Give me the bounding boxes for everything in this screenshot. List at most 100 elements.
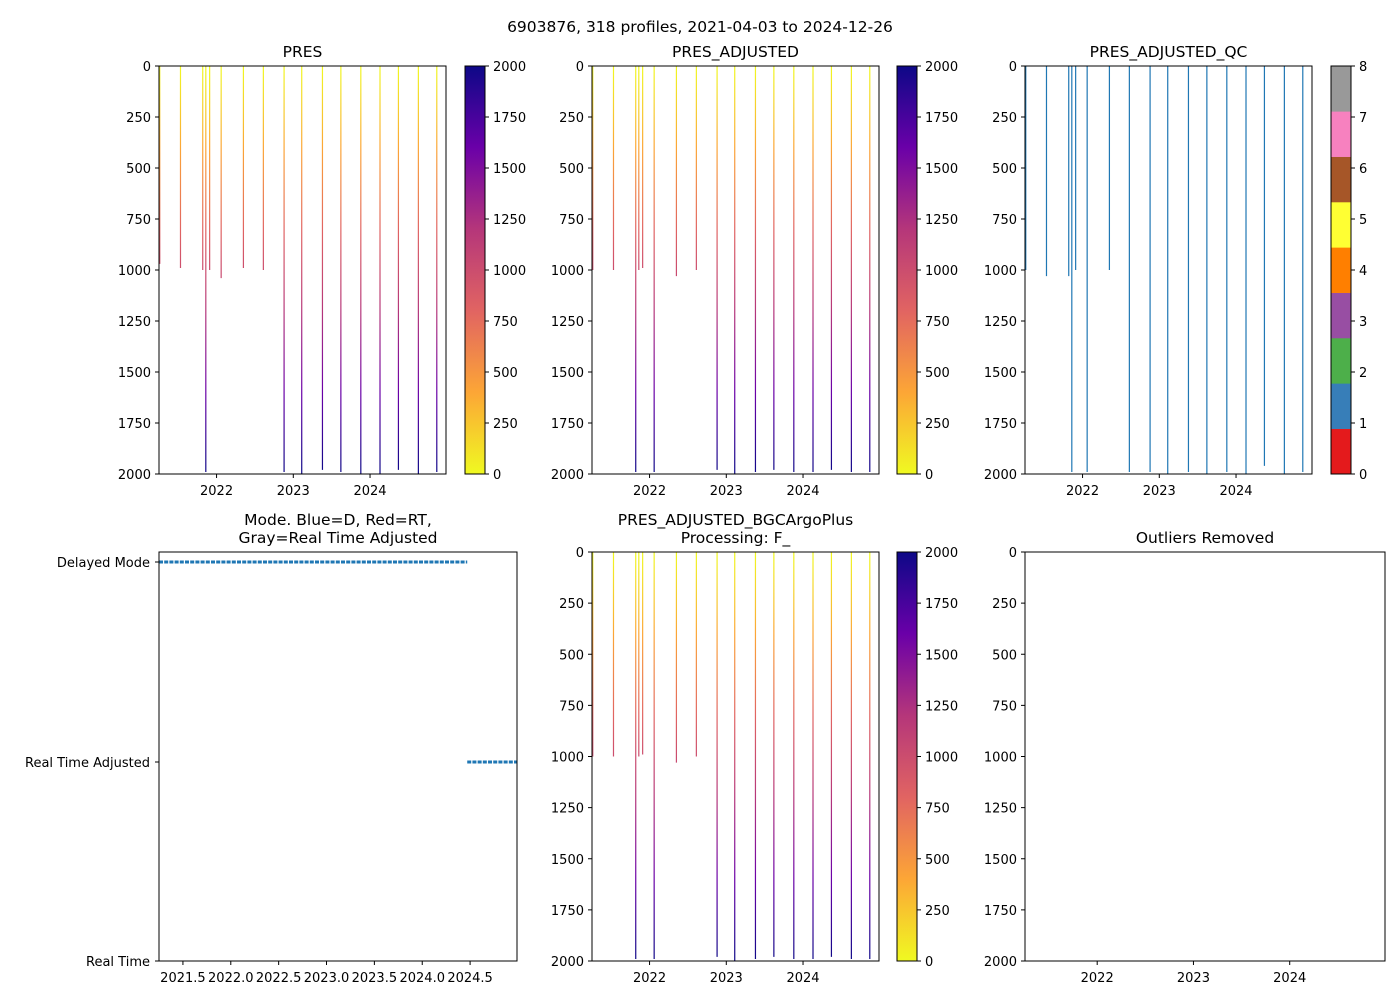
colorbar-tick-label: 2 (1359, 366, 1367, 381)
y-tick-label: 750 (992, 699, 1017, 714)
colorbar: 0 1 2 3 4 5 6 7 8 (1330, 60, 1367, 483)
y-tick-label: 1750 (984, 904, 1017, 919)
colorbar-segment (1331, 247, 1351, 293)
y-tick-label: 0 (576, 60, 584, 75)
y-category-label: Delayed Mode (57, 556, 150, 571)
y-tick-label: 1000 (551, 751, 584, 766)
y-tick-label: 500 (992, 648, 1017, 663)
colorbar-segment (1331, 111, 1351, 157)
colorbar-tick-label: 3 (1359, 315, 1367, 330)
colorbar-tick-label: 1000 (925, 264, 958, 279)
colorbar-tick-label: 1500 (493, 162, 526, 177)
y-tick-label: 1000 (984, 751, 1017, 766)
y-tick-label: 750 (559, 213, 584, 228)
y-tick-label: 1500 (984, 366, 1017, 381)
x-tick-label: 2024 (1219, 484, 1252, 499)
colorbar: 0 250 500 750 1000 1250 1500 1750 2000 (896, 60, 958, 483)
pres-panel: 0 250 500 750 1000 1250 1500 1750 2000 2022 2023 20… (118, 43, 526, 499)
colorbar-tick-label: 750 (925, 315, 950, 330)
colorbar: 0 250 500 750 1000 1250 1500 1750 2000 (464, 60, 526, 483)
x-tick-label: 2023 (1177, 971, 1210, 986)
y-tick-label: 500 (992, 162, 1017, 177)
colorbar-tick-label: 6 (1359, 162, 1367, 177)
y-tick-label: 500 (126, 162, 151, 177)
colorbar-segment (1331, 156, 1351, 203)
colorbar-tick-label: 500 (925, 853, 950, 868)
x-tick-label: 2021.5 (160, 971, 206, 986)
y-tick-label: 1500 (118, 366, 151, 381)
panel-title-line: Gray=Real Time Adjusted (238, 529, 437, 547)
colorbar-tick-label: 0 (1359, 468, 1367, 483)
colorbar-tick-label: 4 (1359, 264, 1367, 279)
y-tick-label: 250 (559, 597, 584, 612)
colorbar-fill (897, 66, 917, 474)
colorbar-tick-label: 500 (925, 366, 950, 381)
plot-area (159, 552, 517, 961)
y-tick-label: 750 (126, 213, 151, 228)
colorbar-tick-label: 0 (925, 955, 933, 970)
y-tick-label: 1750 (118, 417, 151, 432)
y-tick-label: 250 (559, 111, 584, 126)
y-category-label: Real Time Adjusted (25, 756, 150, 771)
colorbar-tick-label: 1 (1359, 417, 1367, 432)
y-tick-label: 250 (126, 111, 151, 126)
x-tick-label: 2024 (353, 484, 386, 499)
y-tick-label: 1750 (551, 417, 584, 432)
plot-area (1025, 552, 1385, 961)
y-tick-label: 1000 (984, 264, 1017, 279)
x-tick-label: 2022 (200, 484, 233, 499)
panel-title-line: Mode. Blue=D, Red=RT, (244, 511, 432, 529)
colorbar-fill (897, 552, 917, 961)
x-tick-label: 2024 (786, 484, 819, 499)
colorbar-segment (1331, 383, 1351, 429)
y-tick-label: 0 (1009, 60, 1017, 75)
colorbar-tick-label: 1750 (925, 597, 958, 612)
colorbar-tick-label: 0 (493, 468, 501, 483)
panel-title: PRES_ADJUSTED_QC (1090, 43, 1248, 62)
pres_adj-panel: 0 250 500 750 1000 1250 1500 1750 2000 2022 2023 20… (551, 43, 958, 499)
colorbar-tick-label: 750 (925, 802, 950, 817)
y-tick-label: 2000 (984, 955, 1017, 970)
x-tick-label: 2024 (786, 971, 819, 986)
y-tick-label: 1250 (984, 315, 1017, 330)
y-tick-label: 2000 (551, 955, 584, 970)
y-tick-label: 500 (559, 648, 584, 663)
x-tick-label: 2022 (633, 971, 666, 986)
y-tick-label: 1250 (551, 802, 584, 817)
y-tick-label: 0 (1009, 546, 1017, 561)
x-tick-label: 2022 (1081, 971, 1114, 986)
colorbar-tick-label: 500 (493, 366, 518, 381)
plot-area (592, 66, 879, 474)
y-tick-label: 1500 (984, 853, 1017, 868)
x-tick-label: 2023 (710, 971, 743, 986)
pres_bgc-panel: 0 250 500 750 1000 1250 1500 1750 2000 2022 2023 20… (551, 511, 958, 986)
x-tick-label: 2023 (277, 484, 310, 499)
colorbar-tick-label: 1000 (925, 751, 958, 766)
y-tick-label: 1250 (551, 315, 584, 330)
x-tick-label: 2022.5 (256, 971, 302, 986)
colorbar-segment (1331, 338, 1351, 384)
y-tick-label: 2000 (551, 468, 584, 483)
y-tick-label: 1500 (551, 366, 584, 381)
colorbar-tick-label: 2000 (493, 60, 526, 75)
colorbar-fill (465, 66, 485, 474)
x-tick-label: 2024.5 (447, 971, 493, 986)
y-tick-label: 1750 (551, 904, 584, 919)
y-tick-label: 250 (992, 597, 1017, 612)
y-tick-label: 1500 (551, 853, 584, 868)
y-tick-label: 1000 (551, 264, 584, 279)
panel-title: PRES_ADJUSTED (672, 43, 799, 62)
y-category-label: Real Time (86, 955, 150, 970)
mode-panel: Delayed Mode Real Time Adjusted Real Time 2… (25, 511, 518, 986)
colorbar-segment (1331, 292, 1351, 339)
colorbar-tick-label: 1000 (493, 264, 526, 279)
y-tick-label: 2000 (984, 468, 1017, 483)
colorbar-tick-label: 750 (493, 315, 518, 330)
figure-title: 6903876, 318 profiles, 2021-04-03 to 202… (507, 18, 893, 36)
y-tick-label: 1750 (984, 417, 1017, 432)
y-tick-label: 0 (143, 60, 151, 75)
plot-area (1025, 66, 1312, 474)
colorbar-tick-label: 1250 (925, 699, 958, 714)
